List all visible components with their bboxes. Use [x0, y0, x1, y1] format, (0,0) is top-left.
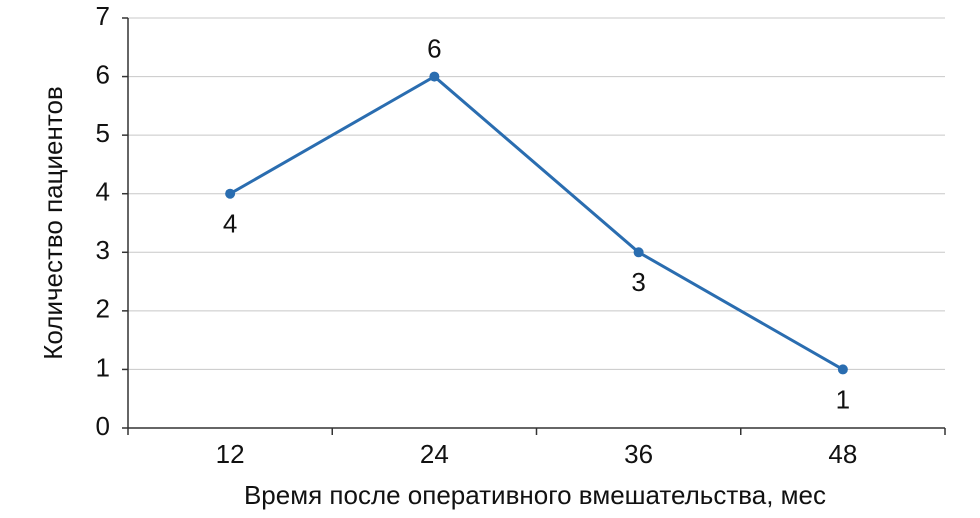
series-line	[229, 75, 844, 371]
data-label: 6	[427, 33, 441, 63]
y-axis-label: Количество пациентов	[38, 86, 68, 360]
data-label: 4	[223, 209, 237, 239]
y-tick-label: 4	[96, 177, 110, 207]
data-point	[633, 247, 644, 258]
data-label: 1	[836, 384, 850, 414]
y-tick-label: 0	[96, 411, 110, 441]
x-tick-label: 48	[828, 439, 857, 469]
data-point	[225, 188, 236, 199]
data-point	[429, 71, 440, 82]
y-tick-label: 7	[96, 1, 110, 31]
y-tick-label: 2	[96, 294, 110, 324]
y-tick-label: 3	[96, 235, 110, 265]
x-tick-label: 24	[420, 439, 449, 469]
x-tick-label: 12	[216, 439, 245, 469]
x-axis-label: Время после оперативного вмешательства, …	[244, 480, 826, 510]
data-label: 3	[631, 267, 645, 297]
data-point	[837, 364, 848, 375]
y-tick-label: 1	[96, 352, 110, 382]
y-tick-label: 5	[96, 118, 110, 148]
y-tick-label: 6	[96, 59, 110, 89]
x-tick-label: 36	[624, 439, 653, 469]
